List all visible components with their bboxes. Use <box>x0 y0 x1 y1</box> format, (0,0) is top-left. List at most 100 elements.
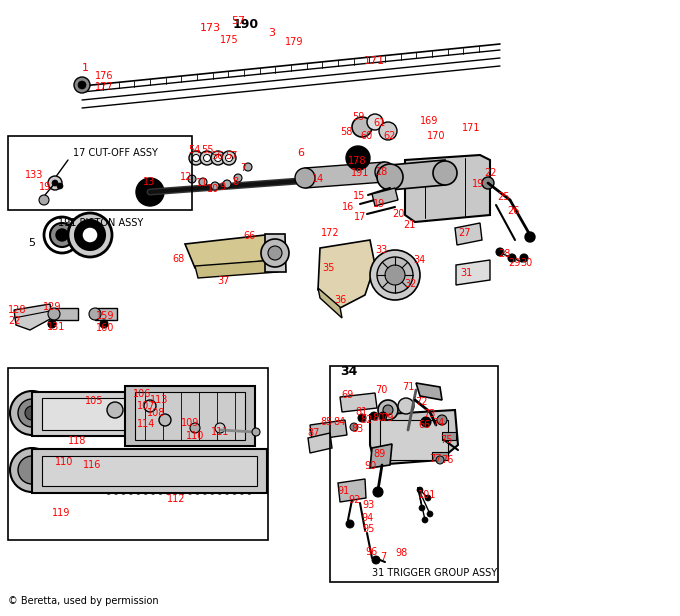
Circle shape <box>427 511 433 517</box>
Text: 22: 22 <box>484 168 496 178</box>
Text: 92: 92 <box>348 495 360 505</box>
Circle shape <box>159 414 171 426</box>
Circle shape <box>50 223 74 247</box>
Text: 11: 11 <box>196 178 208 188</box>
Polygon shape <box>455 223 482 245</box>
Text: 26: 26 <box>507 206 520 216</box>
Circle shape <box>226 155 233 161</box>
Bar <box>32 392 242 436</box>
Circle shape <box>378 400 398 420</box>
Circle shape <box>223 180 231 188</box>
Text: 177: 177 <box>95 82 114 92</box>
Text: 160: 160 <box>96 323 114 333</box>
Bar <box>42 456 257 486</box>
Bar <box>32 449 267 493</box>
Text: 62: 62 <box>383 131 395 141</box>
Circle shape <box>215 423 225 433</box>
Text: 85: 85 <box>320 417 333 427</box>
Polygon shape <box>456 260 490 285</box>
Circle shape <box>203 155 211 161</box>
Text: 110: 110 <box>55 457 73 467</box>
Text: 27: 27 <box>458 228 471 238</box>
Circle shape <box>48 308 60 320</box>
Circle shape <box>244 163 252 171</box>
Bar <box>8 136 192 210</box>
Circle shape <box>350 423 358 431</box>
Text: 94: 94 <box>361 513 373 523</box>
Circle shape <box>525 232 535 242</box>
Text: 109: 109 <box>181 418 199 428</box>
Polygon shape <box>308 433 332 453</box>
Text: 106: 106 <box>133 389 152 399</box>
Text: 32: 32 <box>404 279 416 289</box>
Circle shape <box>482 177 494 189</box>
Circle shape <box>107 402 123 418</box>
Text: 35: 35 <box>322 263 335 273</box>
Circle shape <box>372 556 380 564</box>
Circle shape <box>52 180 58 186</box>
Polygon shape <box>14 304 52 330</box>
Circle shape <box>188 175 196 183</box>
Circle shape <box>383 405 393 415</box>
Text: 173: 173 <box>200 23 221 33</box>
Circle shape <box>398 398 414 414</box>
Text: 169: 169 <box>420 116 439 126</box>
Circle shape <box>437 415 447 425</box>
Circle shape <box>222 151 236 165</box>
Text: 176: 176 <box>95 71 114 81</box>
Text: 54: 54 <box>188 145 201 155</box>
Circle shape <box>520 254 528 262</box>
Text: 19: 19 <box>472 179 484 189</box>
Text: 72: 72 <box>415 397 428 407</box>
Polygon shape <box>195 260 278 278</box>
Text: 91: 91 <box>337 486 350 496</box>
Text: 190: 190 <box>233 18 259 31</box>
Circle shape <box>44 217 80 253</box>
Text: 12: 12 <box>180 172 192 182</box>
Circle shape <box>346 520 354 528</box>
Circle shape <box>370 250 420 300</box>
Text: 16: 16 <box>342 202 354 212</box>
Text: 56: 56 <box>211 151 223 161</box>
Text: 66: 66 <box>243 231 255 241</box>
Text: 73: 73 <box>423 409 435 419</box>
Text: 131: 131 <box>47 322 65 332</box>
Circle shape <box>419 505 425 511</box>
Circle shape <box>377 257 413 293</box>
Text: 28: 28 <box>498 249 511 259</box>
Text: 20: 20 <box>392 209 405 219</box>
Text: 69: 69 <box>341 390 353 400</box>
Bar <box>42 398 232 430</box>
Text: 105: 105 <box>85 396 103 406</box>
Text: 77: 77 <box>429 454 441 464</box>
Circle shape <box>214 155 222 161</box>
Text: 34: 34 <box>340 365 358 378</box>
Circle shape <box>508 254 516 262</box>
Bar <box>95 308 117 320</box>
Circle shape <box>373 487 383 497</box>
Text: 159: 159 <box>96 311 114 321</box>
Text: 21: 21 <box>403 220 415 230</box>
Polygon shape <box>265 234 286 272</box>
Text: 87: 87 <box>307 428 320 438</box>
Circle shape <box>385 265 405 285</box>
Text: 71: 71 <box>402 382 414 392</box>
Text: 29: 29 <box>508 258 520 268</box>
Text: 129: 129 <box>43 302 61 312</box>
Circle shape <box>18 399 46 427</box>
Bar <box>54 308 78 320</box>
Text: 171: 171 <box>364 56 385 66</box>
Text: 22: 22 <box>8 316 20 326</box>
Text: 66: 66 <box>418 420 430 430</box>
Polygon shape <box>370 410 458 465</box>
Text: 191: 191 <box>351 168 369 178</box>
Circle shape <box>68 213 112 257</box>
Polygon shape <box>405 155 490 222</box>
Text: 170: 170 <box>427 131 445 141</box>
Text: 55: 55 <box>201 145 214 155</box>
Circle shape <box>192 155 199 161</box>
Text: 31: 31 <box>460 268 472 278</box>
Text: 80: 80 <box>372 413 384 423</box>
Text: 178: 178 <box>348 156 367 166</box>
Text: 58: 58 <box>340 127 352 137</box>
